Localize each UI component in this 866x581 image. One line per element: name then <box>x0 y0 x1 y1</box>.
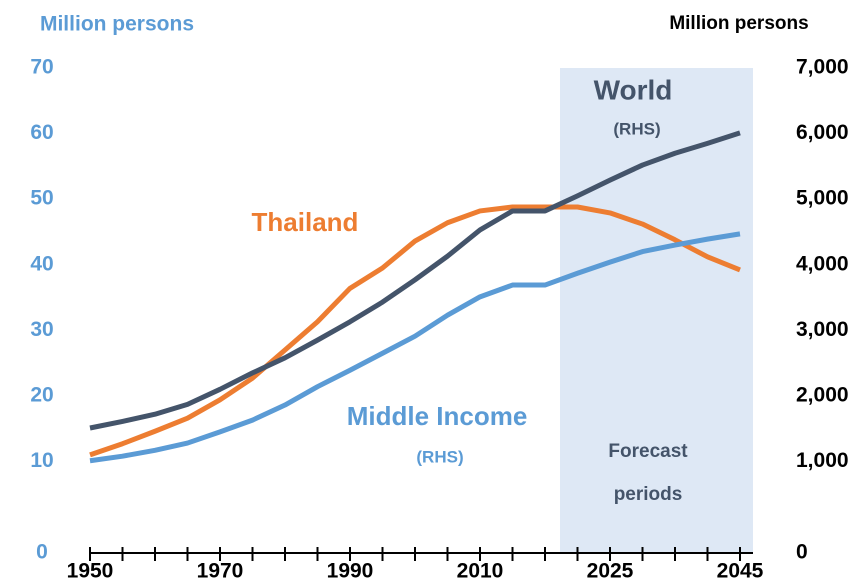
series-sublabel: (RHS) <box>613 119 660 138</box>
y-axis-title: Million persons <box>40 13 194 36</box>
y2-tick-label: 5,000 <box>796 187 849 210</box>
x-tick-label: 1950 <box>67 560 114 581</box>
x-tick-label: 2010 <box>457 560 504 581</box>
line-series <box>89 204 741 458</box>
y-tick-label: 10 <box>30 449 53 472</box>
x-tick-label: 2025 <box>587 560 634 581</box>
y2-tick-label: 0 <box>796 541 808 564</box>
y2-tick-label: 2,000 <box>796 383 849 406</box>
y2-tick-label: 1,000 <box>796 449 849 472</box>
y2-axis-title: Million persons <box>669 13 808 34</box>
y-tick-label: 70 <box>30 56 53 79</box>
line-series <box>89 130 741 431</box>
forecast-label: Forecast <box>608 441 688 462</box>
line-series <box>89 231 741 464</box>
x-tick-label: 1990 <box>327 560 374 581</box>
y2-tick-label: 6,000 <box>796 121 849 144</box>
y2-tick-label: 4,000 <box>796 252 849 275</box>
y-tick-label: 50 <box>30 187 53 210</box>
y-tick-label: 60 <box>30 121 53 144</box>
y2-tick-label: 7,000 <box>796 56 849 79</box>
series-label: Middle Income <box>347 401 528 431</box>
series-label: World <box>594 74 673 105</box>
y2-tick-label: 3,000 <box>796 318 849 341</box>
series-sublabel: (RHS) <box>416 447 463 466</box>
y-tick-label: 40 <box>30 252 53 275</box>
y-tick-label: 30 <box>30 318 53 341</box>
x-tick-label: 1970 <box>197 560 244 581</box>
forecast-shade <box>560 68 753 553</box>
x-tick-label: 2045 <box>717 560 764 581</box>
y-tick-label: 20 <box>30 383 53 406</box>
forecast-label: periods <box>614 484 683 505</box>
y-tick-label: 0 <box>36 541 48 564</box>
series-label: Thailand <box>252 207 359 237</box>
